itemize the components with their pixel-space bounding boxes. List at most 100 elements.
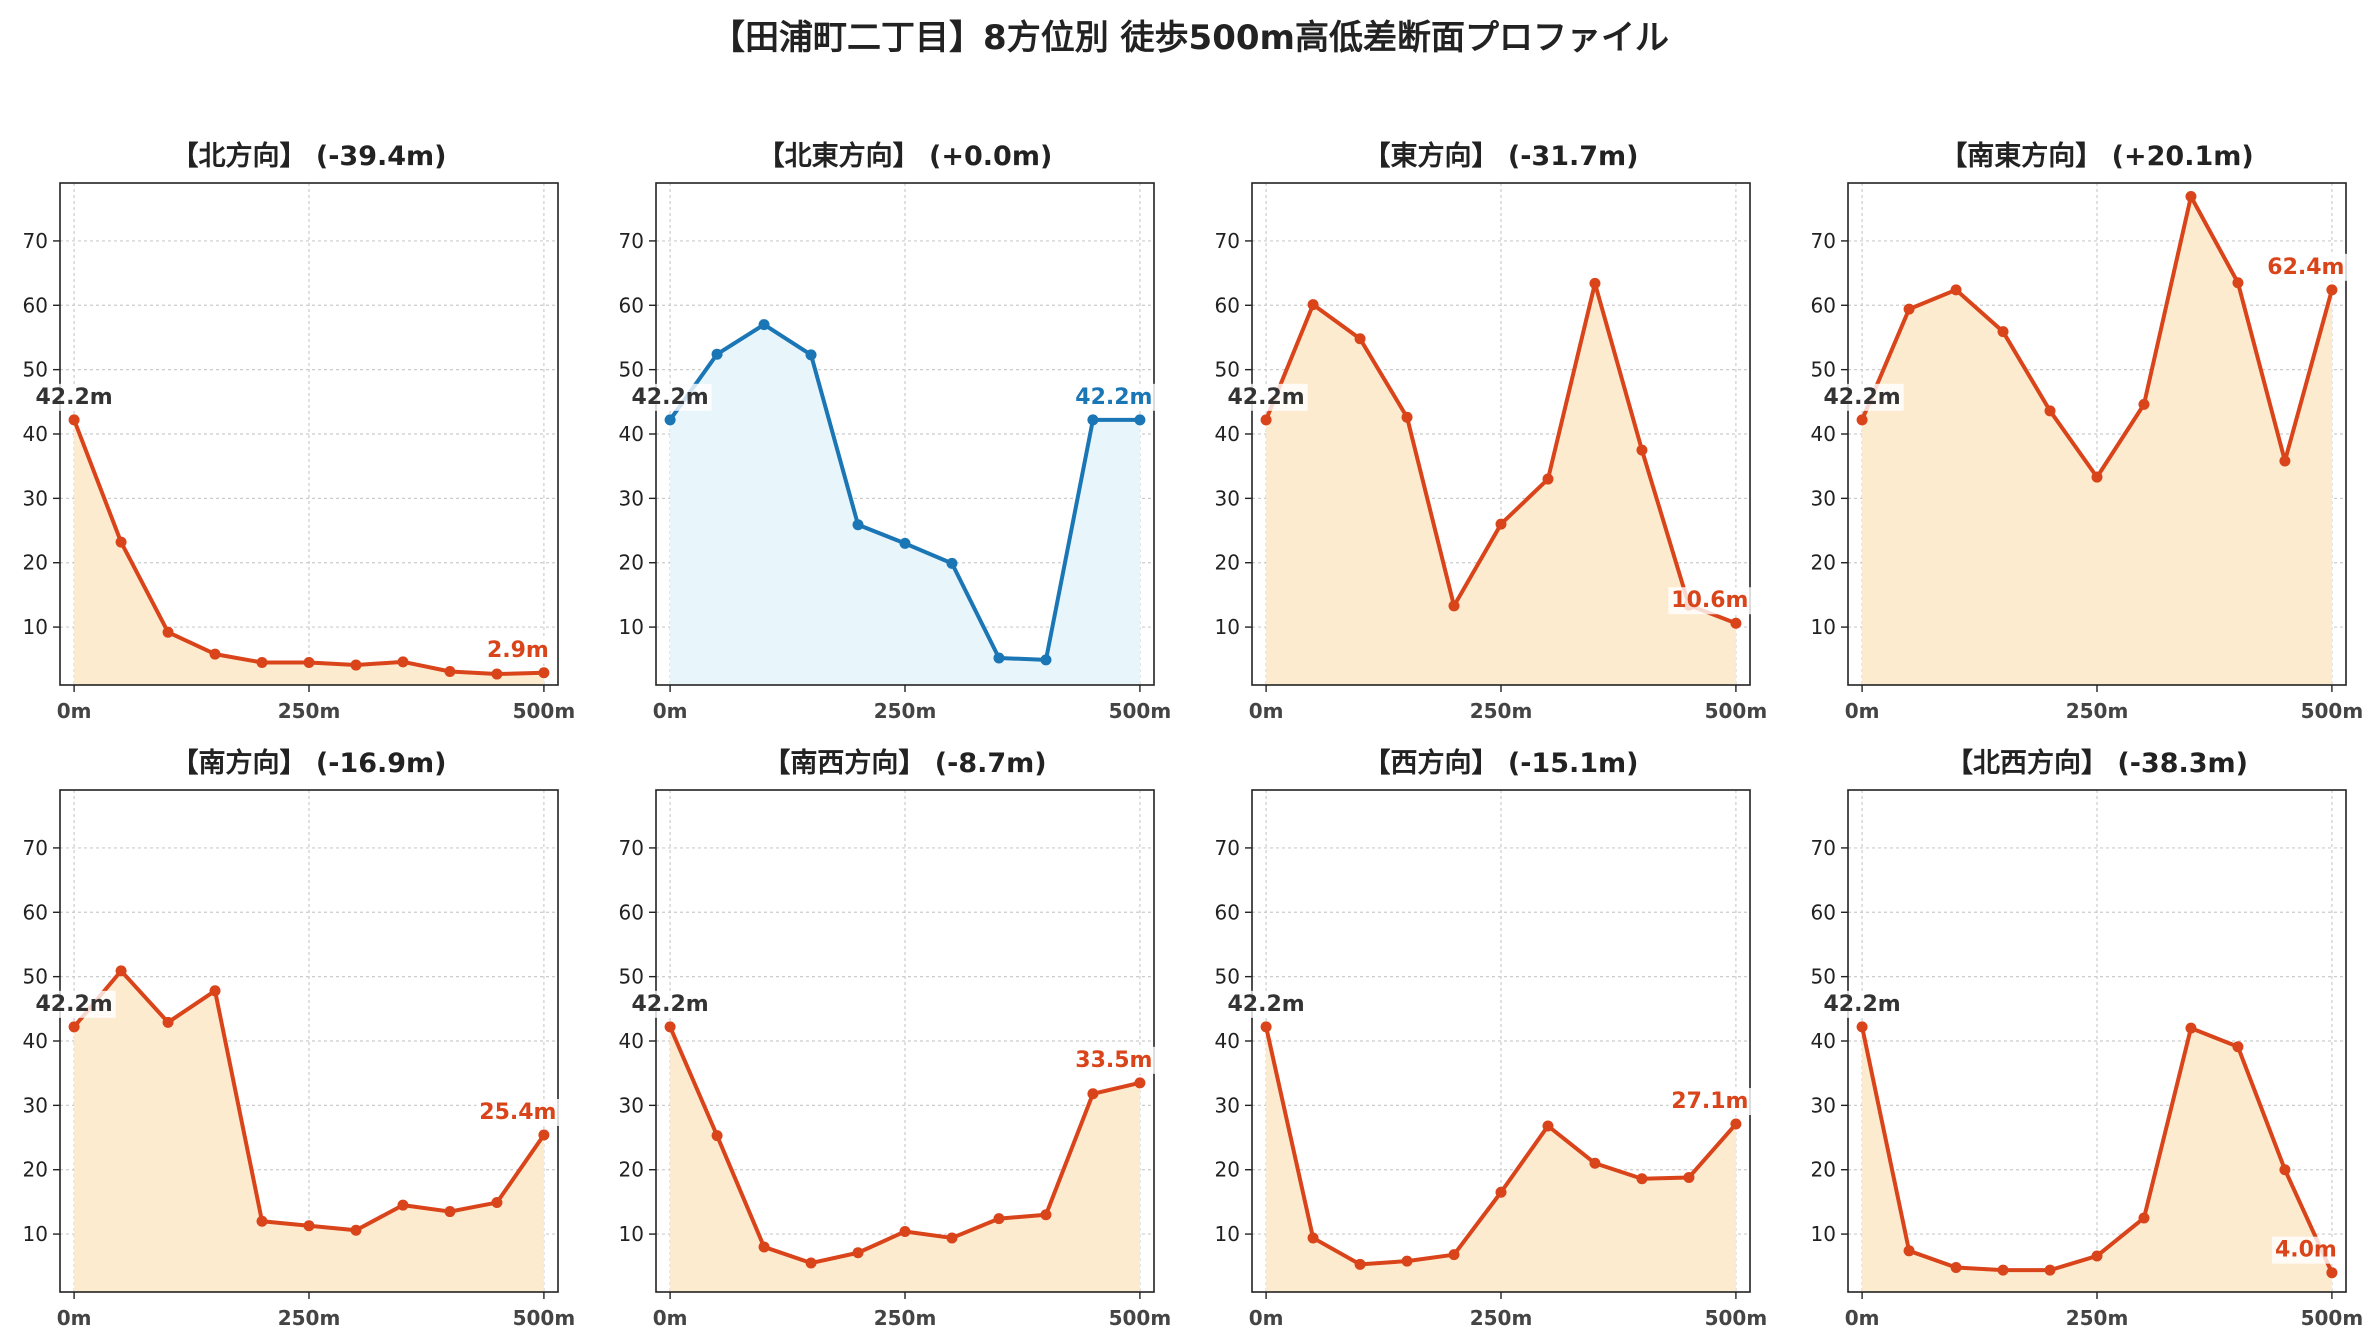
y-tick-label: 10 — [1811, 615, 1836, 639]
start-label-bg — [628, 383, 712, 411]
data-point — [68, 1021, 80, 1033]
data-point — [711, 1130, 723, 1142]
data-point — [162, 1016, 174, 1028]
data-point — [1542, 473, 1554, 485]
x-tick-label: 500m — [513, 699, 576, 723]
data-point — [491, 668, 503, 680]
y-tick-label: 60 — [1215, 293, 1240, 317]
y-tick-label: 40 — [619, 1029, 644, 1053]
y-tick-label: 20 — [619, 1158, 644, 1182]
start-label: 42.2m — [1823, 992, 1900, 1017]
data-point — [1730, 617, 1742, 629]
data-point — [1683, 1171, 1695, 1183]
y-tick-label: 50 — [23, 965, 48, 989]
subplot-1: 【北方向】 (-39.4m) 10 20 30 40 50 60 70 0m 250m 500m 42… — [23, 140, 576, 723]
data-point — [1401, 411, 1413, 423]
end-label: 10.6m — [1671, 588, 1748, 613]
data-point — [2044, 1264, 2056, 1276]
end-label: 62.4m — [2267, 255, 2344, 280]
x-tick-label: 500m — [1705, 699, 1768, 723]
data-point — [303, 1220, 315, 1232]
x-tick-label: 500m — [2301, 1306, 2364, 1330]
data-point — [444, 665, 456, 677]
y-tick-label: 50 — [1811, 358, 1836, 382]
x-tick-label: 250m — [1470, 699, 1533, 723]
y-tick-label: 60 — [1215, 900, 1240, 924]
y-tick-label: 30 — [1215, 486, 1240, 510]
y-tick-label: 10 — [619, 615, 644, 639]
data-point — [1495, 1186, 1507, 1198]
y-tick-label: 40 — [1215, 422, 1240, 446]
area-fill — [1862, 196, 2332, 685]
area-fill — [1266, 283, 1736, 685]
y-tick-label: 70 — [1215, 836, 1240, 860]
area-fill — [1266, 1026, 1736, 1292]
x-tick-label: 250m — [874, 1306, 937, 1330]
y-tick-label: 10 — [1811, 1222, 1836, 1246]
end-label: 25.4m — [479, 1100, 556, 1125]
end-label: 2.9m — [487, 638, 549, 663]
data-point — [115, 536, 127, 548]
end-label-bg — [476, 1098, 560, 1126]
subplot-title: 【東方向】 (-31.7m) — [1363, 140, 1638, 172]
y-tick-label: 40 — [1811, 1029, 1836, 1053]
y-tick-label: 60 — [23, 293, 48, 317]
data-point — [397, 656, 409, 668]
data-point — [1260, 1021, 1272, 1033]
data-point — [1856, 1021, 1868, 1033]
data-point — [1448, 1249, 1460, 1261]
data-point — [1589, 277, 1601, 289]
y-tick-label: 40 — [1215, 1029, 1240, 1053]
data-point — [946, 557, 958, 569]
y-tick-label: 40 — [23, 1029, 48, 1053]
start-label: 42.2m — [1823, 385, 1900, 410]
data-point — [899, 537, 911, 549]
y-tick-label: 30 — [23, 486, 48, 510]
y-tick-label: 70 — [619, 229, 644, 253]
x-tick-label: 500m — [513, 1306, 576, 1330]
y-tick-label: 30 — [1811, 1093, 1836, 1117]
subplot-2: 【北東方向】 (+0.0m) 10 20 30 40 50 60 70 0m 250m 500m 42… — [619, 140, 1172, 723]
y-tick-label: 50 — [619, 965, 644, 989]
end-label: 4.0m — [2275, 1238, 2337, 1263]
start-label-bg — [32, 990, 116, 1018]
data-point — [2185, 191, 2197, 203]
data-point — [2185, 1022, 2197, 1034]
y-tick-label: 50 — [23, 358, 48, 382]
data-point — [350, 1224, 362, 1236]
data-point — [1448, 600, 1460, 612]
data-point — [1354, 333, 1366, 345]
data-point — [1542, 1120, 1554, 1132]
data-point — [1997, 1264, 2009, 1276]
end-label: 42.2m — [1075, 385, 1152, 410]
y-tick-label: 30 — [619, 486, 644, 510]
y-tick-label: 60 — [1811, 900, 1836, 924]
data-point — [2279, 455, 2291, 467]
subplot-8: 【北西方向】 (-38.3m) 10 20 30 40 50 60 70 0m 250m 500m 4… — [1811, 747, 2364, 1330]
data-point — [1903, 303, 1915, 315]
data-point — [1087, 1088, 1099, 1100]
end-label-bg — [2271, 1236, 2340, 1264]
data-point — [2044, 405, 2056, 417]
start-label-bg — [1820, 990, 1904, 1018]
start-label: 42.2m — [35, 992, 112, 1017]
subplot-title: 【南東方向】 (+20.1m) — [1940, 140, 2253, 172]
data-point — [1903, 1245, 1915, 1257]
y-tick-label: 20 — [1215, 551, 1240, 575]
y-tick-label: 30 — [23, 1093, 48, 1117]
data-point — [1636, 444, 1648, 456]
area-fill — [74, 419, 544, 685]
y-tick-label: 50 — [619, 358, 644, 382]
data-point — [162, 626, 174, 638]
x-tick-label: 500m — [1705, 1306, 1768, 1330]
data-point — [2326, 1267, 2338, 1279]
start-label: 42.2m — [1227, 385, 1304, 410]
data-point — [2279, 1164, 2291, 1176]
data-point — [256, 1215, 268, 1227]
data-point — [852, 1247, 864, 1259]
data-point — [1040, 1209, 1052, 1221]
y-tick-label: 20 — [23, 1158, 48, 1182]
x-tick-label: 250m — [2066, 699, 2129, 723]
subplot-title: 【南方向】 (-16.9m) — [171, 747, 446, 779]
